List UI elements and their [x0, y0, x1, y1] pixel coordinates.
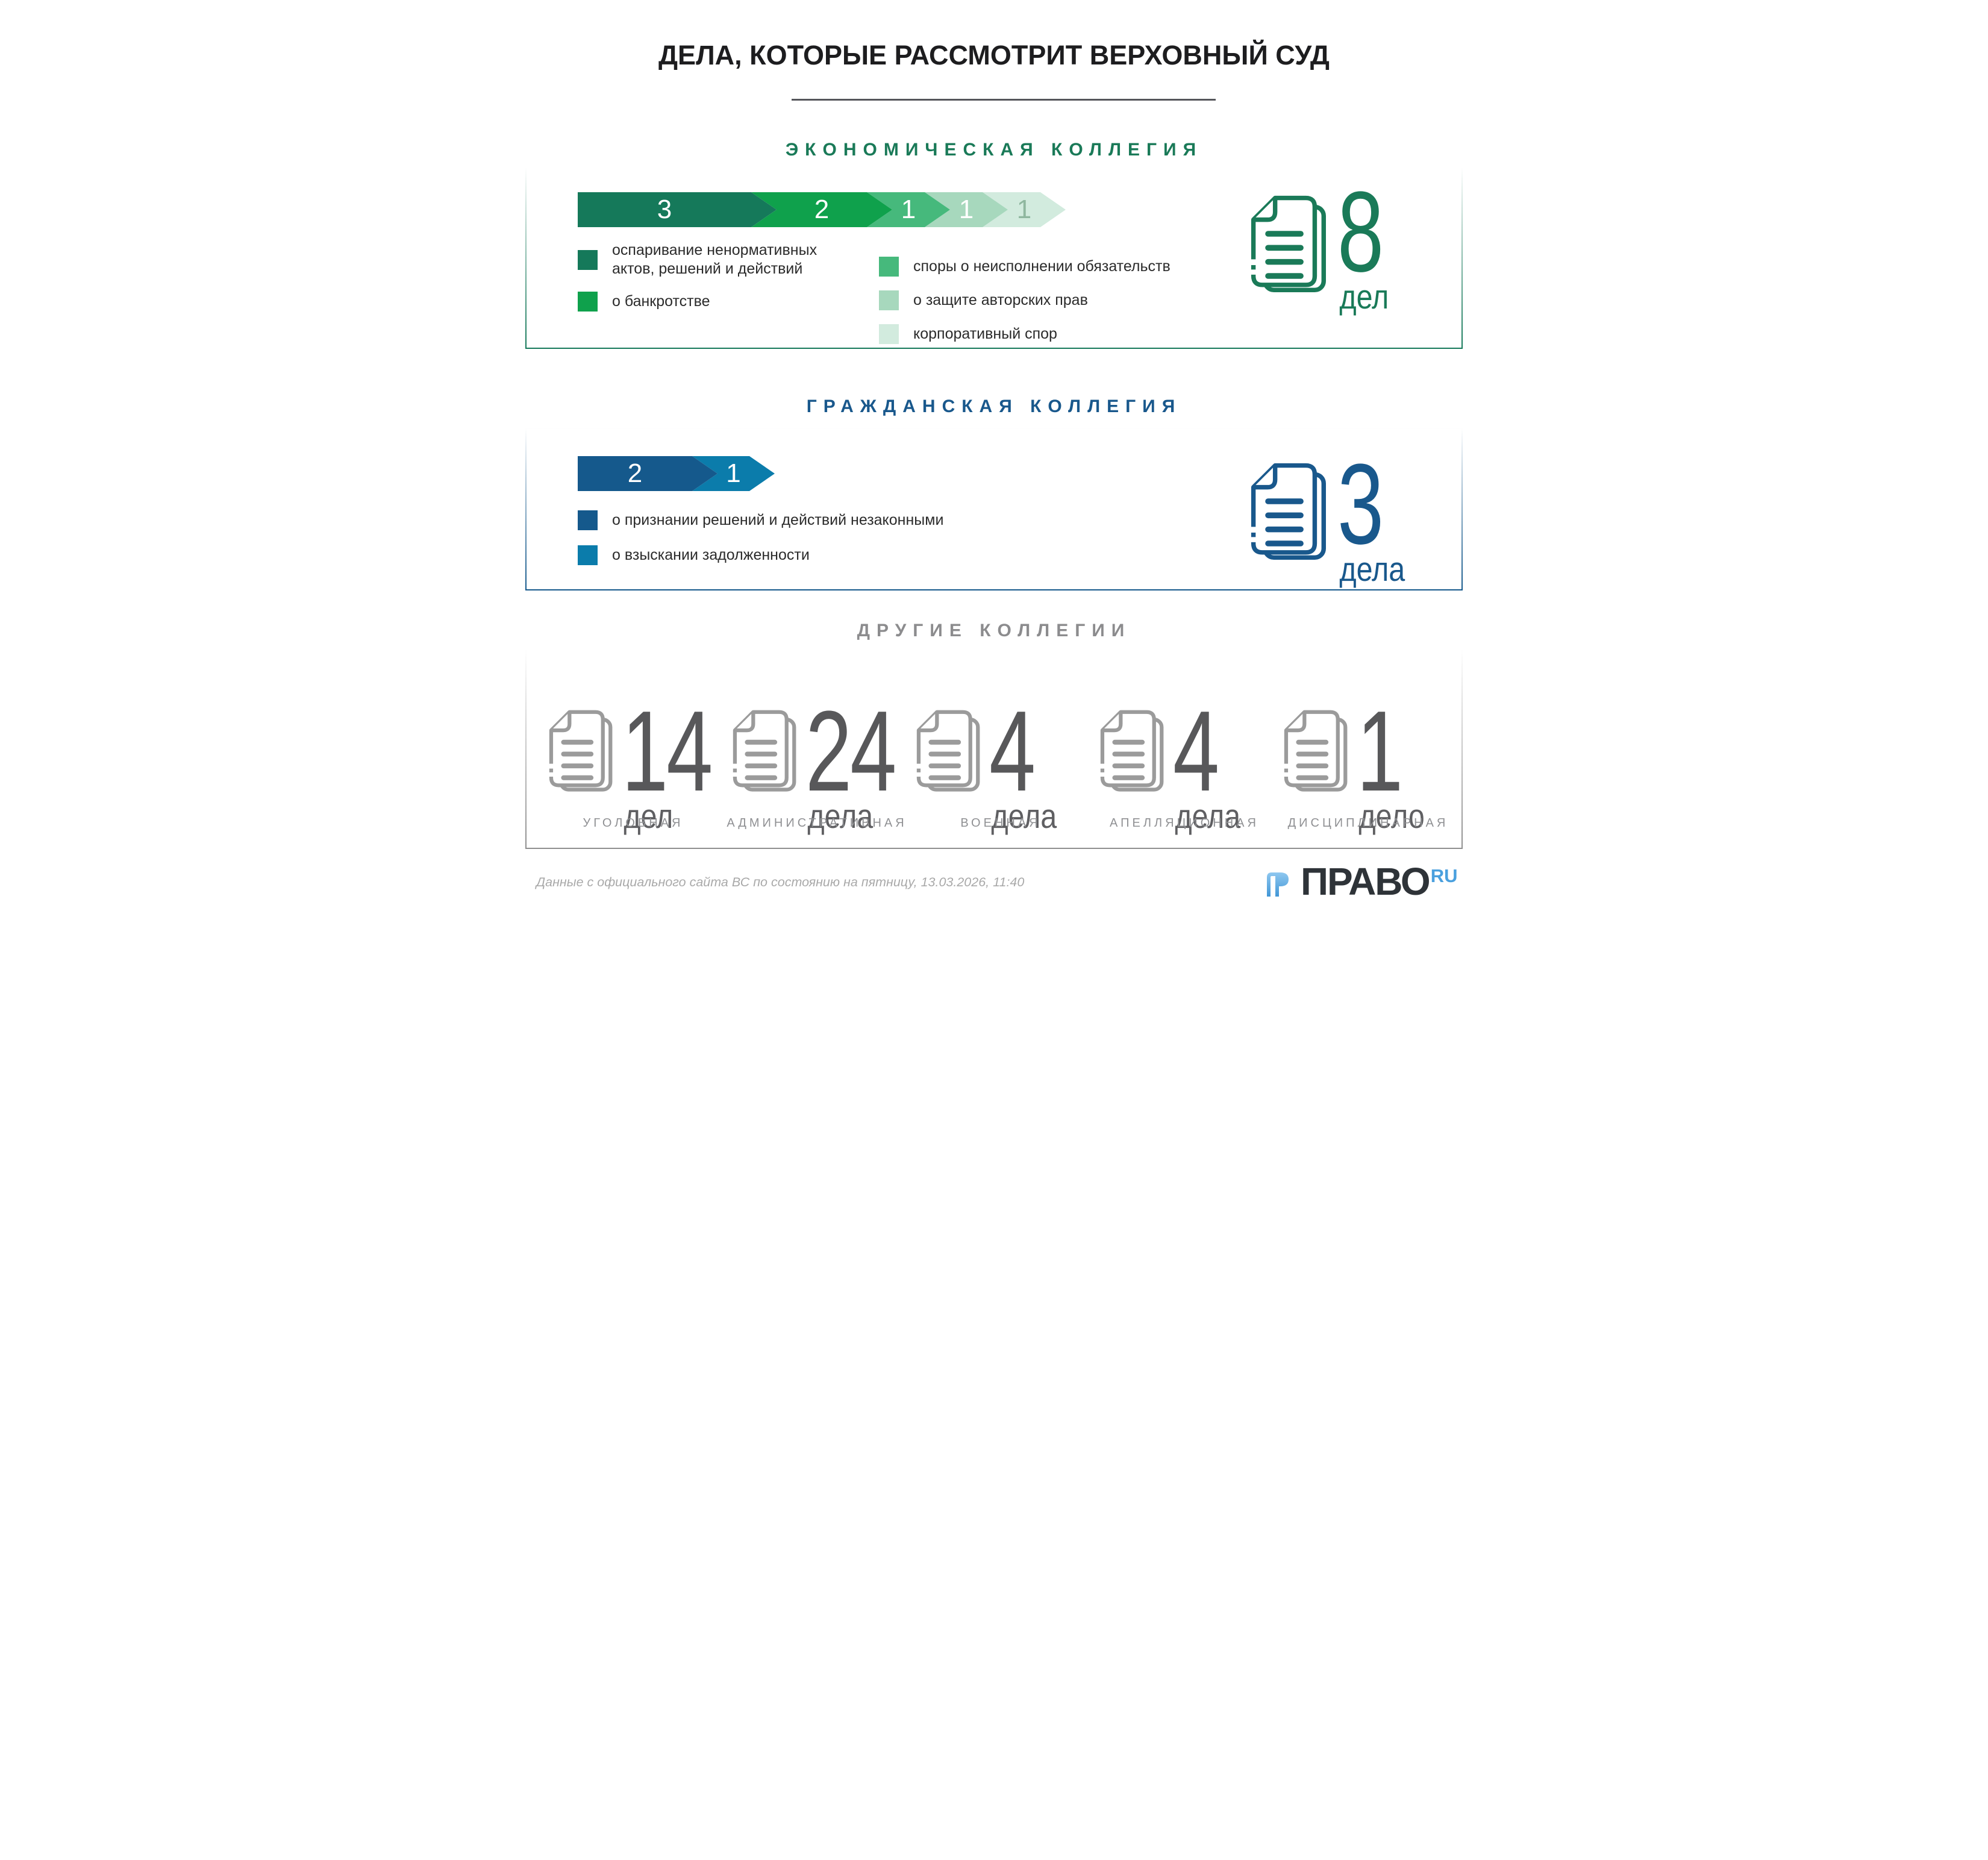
arrow-segment-value: 1 [1016, 195, 1032, 224]
collegium-stat-text: 4 дела [989, 687, 1069, 836]
civil-legend: о признании решений и действий незаконны… [578, 510, 943, 565]
collegium-stat-text: 1 дело [1357, 687, 1437, 836]
legend-label: о банкротстве [612, 293, 710, 310]
economic-total-text: 8 дел [1337, 168, 1399, 316]
legend-label: о признании решений и действий незаконны… [612, 512, 944, 528]
legend-swatch [879, 324, 899, 344]
collegium-case-count: 4 [1173, 687, 1219, 815]
collegium-stat-text: 24 дела [805, 687, 928, 836]
economic-total-unit: дел [1339, 277, 1389, 316]
legend-label: споры о неисполнении обязательств [913, 258, 1171, 275]
civil-total-number: 3 [1337, 440, 1384, 568]
collegium-case-count: 4 [989, 687, 1036, 815]
legend-item: о признании решений и действий незаконны… [578, 510, 943, 530]
legend-swatch [578, 249, 598, 270]
arrow-segment-value: 1 [726, 459, 741, 488]
legend-item: о взыскании задолженности [578, 545, 943, 565]
collegium-stat: 24 дела [730, 687, 928, 836]
collegium-case-count: 24 [805, 687, 896, 815]
legend-label: о взыскании задолженности [612, 546, 810, 563]
economic-legend-left: оспаривание ненормативных актов, решений… [578, 241, 817, 312]
legend-swatch [578, 292, 598, 312]
legend-label: корпоративный спор [913, 325, 1057, 342]
page-title: ДЕЛА, КОТОРЫЕ РАССМОТРИТ ВЕРХОВНЫЙ СУД [658, 40, 1330, 70]
document-stack-icon [1097, 707, 1168, 798]
legend-item: споры о неисполнении обязательств [879, 257, 1171, 277]
document-stack-icon [1247, 193, 1331, 299]
economic-legend-right: споры о неисполнении обязательств о защит… [879, 257, 1171, 344]
logo-ru-suffix: RU [1430, 865, 1458, 886]
civil-total-unit: дела [1339, 550, 1405, 589]
civil-total-text: 3 дела [1337, 440, 1417, 589]
infographic-root: ДЕЛА, КОТОРЫЕ РАССМОТРИТ ВЕРХОВНЫЙ СУД Э… [497, 0, 1491, 930]
document-stack-icon [913, 707, 984, 798]
collegium-case-unit: дела [807, 797, 874, 836]
legend-label: оспаривание ненормативных актов, решений… [612, 242, 817, 277]
collegium-name-label: УГОЛОВНАЯ [583, 816, 684, 830]
collegium-stat: 4 дела [1097, 687, 1252, 836]
collegium-stat: 14 дел [546, 687, 744, 836]
data-source-note: Данные с официального сайта ВС по состоя… [536, 875, 1025, 889]
legend-swatch [578, 510, 598, 530]
legend-item: оспаривание ненормативных актов, решений… [578, 241, 817, 278]
legend-swatch [879, 290, 899, 310]
collegium-case-count: 14 [622, 687, 713, 815]
collegium-case-unit: дела [991, 797, 1057, 836]
collegium-stat-text: 4 дела [1173, 687, 1252, 836]
collegium-case-unit: дело [1358, 797, 1425, 836]
collegium-name-label: АПЕЛЛЯЦИОННАЯ [1110, 816, 1259, 830]
document-stack-icon [1281, 707, 1352, 798]
collegium-name-label: ВОЕННАЯ [960, 816, 1041, 830]
arrow-segment-value: 2 [627, 459, 643, 488]
arrow-segment-value: 2 [814, 195, 830, 224]
arrow-segment-value: 1 [958, 195, 974, 224]
economic-total-number: 8 [1337, 168, 1384, 296]
arrow-segment-value: 3 [657, 195, 672, 224]
legend-item: корпоративный спор [879, 324, 1171, 344]
pravo-ru-logo: ПРАВО RU [1263, 860, 1458, 903]
others-section-title: ДРУГИЕ КОЛЛЕГИИ [857, 621, 1131, 640]
collegium-stat: 1 дело [1281, 687, 1437, 836]
legend-label: о защите авторских прав [913, 292, 1088, 308]
arrow-segment: 2 [578, 456, 717, 491]
collegium-case-unit: дела [1175, 797, 1241, 836]
civil-section-title: ГРАЖДАНСКАЯ КОЛЛЕГИЯ [806, 396, 1182, 416]
collegium-stat-text: 14 дел [622, 687, 744, 836]
document-stack-icon [546, 707, 617, 798]
logo-wordmark: ПРАВО [1301, 860, 1431, 903]
economic-section-title: ЭКОНОМИЧЕСКАЯ КОЛЛЕГИЯ [785, 140, 1203, 160]
title-divider [792, 99, 1216, 101]
economic-arrow-chart: 3 2 1 1 1 [578, 192, 1099, 227]
legend-item: о банкротстве [578, 292, 817, 312]
legend-item: о защите авторских прав [879, 290, 1171, 310]
collegium-name-label: АДМИНИСТРАТИВНАЯ [727, 816, 907, 830]
collegium-stat: 4 дела [913, 687, 1069, 836]
collegium-case-unit: дел [624, 797, 674, 836]
document-stack-icon [1247, 460, 1331, 567]
document-stack-icon [730, 707, 801, 798]
collegium-case-count: 1 [1357, 687, 1403, 815]
others-panel: 14 дел УГОЛОВНАЯ 24 дела АДМИНИСТРАТИВНАЯ 4 дел… [525, 649, 1463, 849]
legend-swatch [879, 257, 899, 277]
economic-panel: 3 2 1 1 1 оспаривание ненормативных актов, р… [525, 167, 1463, 349]
pravo-monogram-icon [1267, 872, 1289, 897]
arrow-segment: 3 [578, 192, 777, 227]
collegium-name-label: ДИСЦИПЛИНАРНАЯ [1287, 816, 1449, 830]
legend-swatch [578, 545, 598, 565]
arrow-segment-value: 1 [901, 195, 916, 224]
